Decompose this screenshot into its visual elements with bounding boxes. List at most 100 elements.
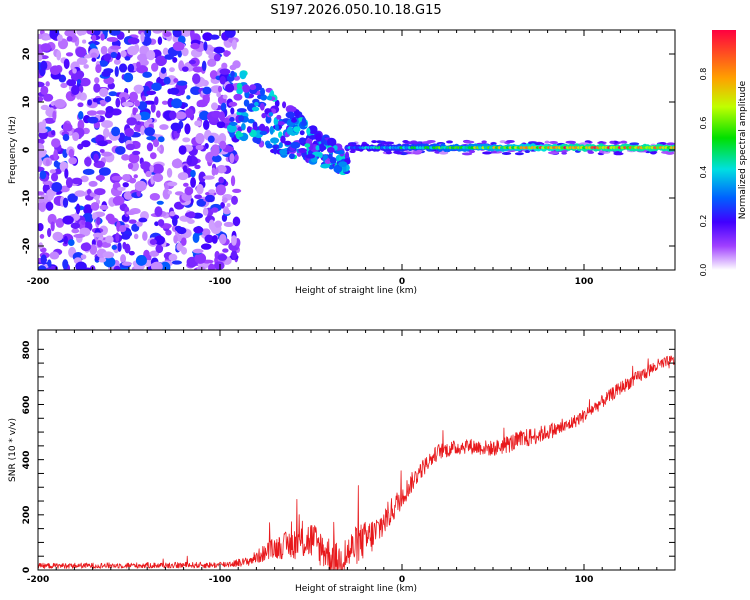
heatmap-cell — [187, 262, 195, 268]
heatmap-cell — [80, 242, 92, 252]
heatmap-cell — [168, 87, 180, 95]
heatmap-cell — [672, 146, 675, 150]
heatmap-cell — [298, 137, 306, 144]
heatmap-cell — [172, 57, 178, 63]
heatmap-cell — [344, 151, 350, 160]
heatmap-cell — [193, 226, 204, 234]
heatmap-cell — [122, 241, 127, 250]
heatmap-cell — [100, 33, 105, 41]
heatmap-cell — [222, 248, 229, 253]
heatmap-cell — [207, 135, 215, 144]
heatmap-cell — [62, 133, 70, 142]
heatmap-cell — [565, 140, 577, 144]
heatmap-cell — [231, 249, 238, 260]
heatmap-cell — [40, 104, 50, 111]
heatmap-cell — [157, 36, 163, 45]
heatmap-cell — [209, 34, 220, 40]
heatmap-cell — [319, 143, 325, 153]
heatmap-cell — [38, 96, 44, 102]
heatmap-cell — [293, 126, 301, 133]
heatmap-cell — [96, 239, 103, 248]
heatmap-cell — [94, 77, 100, 84]
heatmap-cell — [279, 148, 288, 156]
colorbar-tick-label: 0.4 — [699, 166, 708, 179]
heatmap-cell — [154, 96, 159, 106]
heatmap-cell — [229, 153, 235, 164]
heatmap-cell — [203, 119, 210, 130]
heatmap-cell — [163, 76, 171, 85]
heatmap-cell — [127, 162, 134, 170]
heatmap-cell — [122, 182, 129, 188]
heatmap-cell — [154, 221, 159, 227]
heatmap-cell — [181, 47, 189, 57]
heatmap-cell — [468, 150, 476, 154]
snr-panel: -200 -100 0 100 0 200 400 600 800 Height… — [8, 329, 676, 594]
spectrogram-ytick-label: -10 — [22, 190, 32, 206]
heatmap-cell — [50, 172, 59, 182]
heatmap-cell — [335, 149, 345, 155]
heatmap-cell — [243, 99, 250, 107]
heatmap-cell — [198, 171, 206, 183]
heatmap-cell — [127, 45, 139, 56]
heatmap-cell — [66, 79, 77, 87]
heatmap-cell — [80, 175, 89, 183]
heatmap-cell — [154, 206, 163, 217]
heatmap-cell — [63, 235, 68, 245]
heatmap-cell — [236, 108, 247, 113]
heatmap-cell — [128, 219, 137, 224]
snr-ylabel: SNR (10 * v/v) — [8, 418, 18, 482]
heatmap-cell — [231, 39, 237, 50]
heatmap-cell — [315, 133, 322, 142]
colorbar-tick-label: 0.0 — [699, 264, 708, 277]
heatmap-cell — [544, 140, 550, 144]
heatmap-cell — [144, 30, 152, 38]
heatmap-cell — [142, 71, 153, 78]
heatmap-cell — [136, 220, 143, 227]
heatmap-cell — [551, 141, 558, 145]
heatmap-cell — [218, 176, 225, 184]
heatmap-cell — [132, 107, 137, 116]
heatmap-cell — [99, 204, 109, 211]
heatmap-cell — [155, 110, 161, 118]
colorbar-label: Normalized spectral amplitude — [738, 80, 748, 219]
heatmap-cell — [136, 189, 141, 197]
heatmap-cell — [136, 121, 141, 126]
heatmap-cell — [220, 102, 227, 111]
heatmap-cell — [304, 143, 311, 148]
heatmap-cell — [164, 54, 174, 60]
heatmap-cell — [194, 120, 202, 127]
heatmap-cell — [174, 191, 184, 196]
heatmap-cell — [236, 132, 244, 138]
heatmap-cell — [93, 83, 101, 93]
heatmap-cell — [76, 30, 87, 36]
heatmap-cell — [251, 106, 260, 112]
heatmap-cell — [80, 254, 87, 260]
heatmap-cell — [84, 156, 92, 167]
heatmap-cell — [255, 139, 261, 145]
heatmap-cell — [75, 46, 87, 58]
heatmap-cell — [514, 152, 524, 156]
heatmap-cell — [40, 60, 48, 71]
heatmap-cell — [101, 70, 111, 77]
heatmap-cell — [463, 140, 475, 144]
heatmap-cell — [151, 82, 162, 91]
heatmap-cell — [228, 121, 238, 127]
heatmap-cell — [284, 140, 292, 146]
heatmap-cell — [39, 170, 47, 180]
heatmap-cell — [104, 96, 112, 103]
heatmap-cell — [338, 161, 348, 167]
heatmap-cell — [230, 70, 235, 78]
heatmap-cell — [299, 130, 305, 136]
heatmap-cell — [169, 211, 176, 217]
heatmap-cell — [192, 73, 201, 85]
heatmap-cell — [184, 123, 191, 135]
spectrogram-ylabel: Frequency (Hz) — [8, 116, 18, 184]
heatmap-cell — [121, 154, 130, 161]
heatmap-cell — [81, 140, 91, 148]
heatmap-cell — [196, 183, 204, 195]
heatmap-cell — [99, 148, 105, 154]
heatmap-cell — [211, 110, 222, 119]
heatmap-cell — [134, 180, 147, 192]
heatmap-cell — [157, 219, 165, 227]
heatmap-cell — [190, 176, 196, 188]
